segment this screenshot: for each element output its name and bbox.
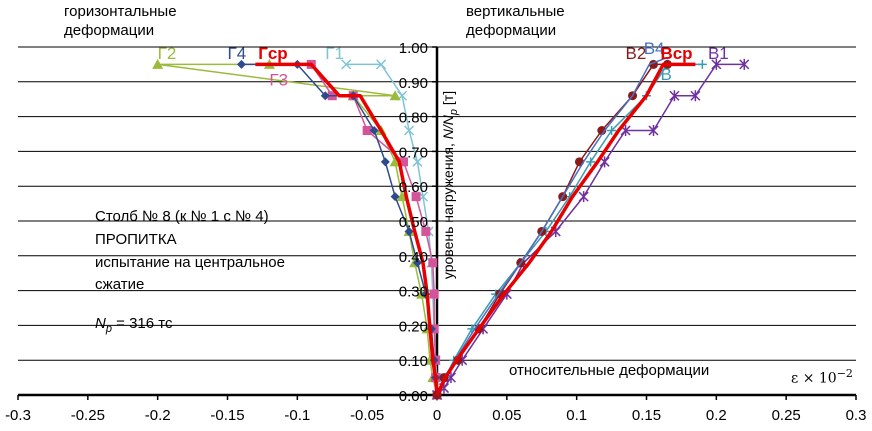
vertical-title-line-1: вертикальные (466, 3, 565, 20)
series-label-Г3: Г3 (269, 70, 288, 89)
series-point-Г1-12 (341, 59, 352, 70)
series-label-В: В (660, 65, 671, 84)
y-tick-label-0.50: 0.50 (399, 214, 428, 231)
np-subscript: p (105, 323, 112, 335)
series-point-Г4-5 (412, 258, 422, 268)
series-point-В-8 (586, 157, 596, 167)
series-label-Гср: Гср (258, 44, 287, 63)
series-point-Г3-9 (362, 126, 372, 136)
y-tick-label-1.00: 1.00 (399, 40, 428, 57)
x-tick-label-0: 0 (433, 407, 441, 424)
y-tick-label-0.00: 0.00 (399, 388, 428, 405)
series-point-Г4-11 (320, 91, 330, 101)
series-point-Г4-9 (369, 126, 379, 136)
x-tick-label--0.15: -0.15 (210, 407, 244, 424)
series-point-Г4-7 (390, 192, 400, 202)
x-tick-label--0.05: -0.05 (350, 407, 384, 424)
tick-labels: -0.3 -0.25 -0.2 -0.15 -0.1 -0.05 0 0.05 0.1 0.15 0… (5, 40, 866, 424)
series-point-В-9 (607, 126, 617, 136)
y-tick-label-0.40: 0.40 (399, 249, 428, 266)
series-line-В4 (436, 56, 668, 396)
np-number: = 316 тс (111, 315, 173, 332)
x-tick-label-0.3: 0.3 (846, 407, 867, 424)
series-label-Вср: Вср (660, 44, 692, 63)
series-label-В1: В1 (708, 44, 729, 63)
np-symbol: N (95, 315, 106, 332)
scale-exponent: −2 (836, 367, 853, 380)
horizontal-title-line-2: деформации (64, 22, 155, 39)
series-point-Г1-8 (412, 156, 423, 167)
y-tick-label-0.10: 0.10 (399, 353, 428, 370)
series-point-Г2-11 (389, 90, 401, 101)
series-label-Г2: Г2 (158, 44, 177, 63)
series-В1 (431, 58, 750, 401)
series-point-В1-15 (739, 58, 750, 70)
x-tick-label-0.1: 0.1 (566, 407, 587, 424)
series-line-Вср (435, 62, 696, 396)
scale-base: ε × 10 (791, 370, 837, 387)
series-label-В2: В2 (626, 44, 647, 63)
series-point-В2-9 (597, 126, 607, 136)
y-tick-label-0.20: 0.20 (399, 318, 428, 335)
x-tick-label-0.25: 0.25 (772, 407, 801, 424)
x-tick-label--0.25: -0.25 (71, 407, 105, 424)
x-tick-label-0.15: 0.15 (632, 407, 661, 424)
series-line-Г2 (156, 63, 438, 396)
series-point-В1-11 (648, 125, 659, 137)
series-point-Г2-12 (152, 58, 164, 69)
vertical-title-line-2: деформации (466, 22, 557, 39)
series-point-Г3-5 (428, 258, 438, 268)
series-point-Г4-6 (404, 226, 414, 236)
series-В4 (436, 56, 668, 396)
series-point-В1-13 (690, 90, 701, 102)
y-tick-label-0.90: 0.90 (399, 75, 428, 92)
series-layer (152, 56, 750, 401)
y-tick-label-0.30: 0.30 (399, 284, 428, 301)
np-value: Np = 316 тс (95, 315, 172, 338)
series-label-Г4: Г4 (228, 44, 247, 63)
horizontal-title-line-1: горизонтальные (64, 3, 177, 20)
series-line-В1 (436, 63, 745, 396)
series-point-В1-12 (669, 90, 680, 102)
series-point-В1-8 (578, 191, 589, 203)
series-point-Г3-4 (429, 289, 439, 299)
series-point-Г4-8 (380, 157, 390, 167)
info-treatment-line: ПРОПИТКА (95, 231, 177, 248)
series-point-Г3-8 (398, 157, 408, 167)
scale-factor: ε × 10−2 (791, 365, 853, 388)
series-point-Г1-9 (404, 125, 415, 136)
series-point-В2-8 (574, 157, 584, 167)
y-tick-label-0.70: 0.70 (399, 144, 428, 161)
series-Вср (435, 62, 696, 396)
y-tick-label-0.80: 0.80 (399, 110, 428, 127)
info-column-line: Столб № 8 (к № 1 с № 4) (95, 208, 269, 225)
x-tick-label--0.2: -0.2 (145, 407, 171, 424)
series-line-Гср (255, 62, 439, 396)
info-test-line-1: испытание на центральное (95, 254, 285, 271)
series-point-Г3-6 (421, 226, 431, 236)
x-tick-label-0.2: 0.2 (706, 407, 727, 424)
y-axis-label: уровень нагружения, N/Np [т] (440, 90, 460, 280)
series-point-В-12 (697, 59, 707, 69)
series-point-Г4-13 (236, 59, 246, 69)
series-point-В1-14 (711, 58, 722, 70)
x-tick-label--0.3: -0.3 (5, 407, 31, 424)
y-tick-label-0.60: 0.60 (399, 179, 428, 196)
info-test-line-2: сжатие (95, 276, 145, 293)
series-point-Г3-7 (411, 192, 421, 202)
x-axis-label: относительные деформации (509, 362, 710, 379)
series-point-Г2-8 (389, 156, 401, 167)
series-label-Г1: Г1 (325, 44, 344, 63)
series-Гср (255, 62, 439, 396)
series-label-В4: В4 (644, 39, 665, 58)
x-tick-label-0.05: 0.05 (492, 407, 521, 424)
x-tick-label--0.1: -0.1 (284, 407, 310, 424)
series-point-Г2-7 (396, 191, 408, 202)
series-point-Г1-11 (376, 59, 387, 70)
